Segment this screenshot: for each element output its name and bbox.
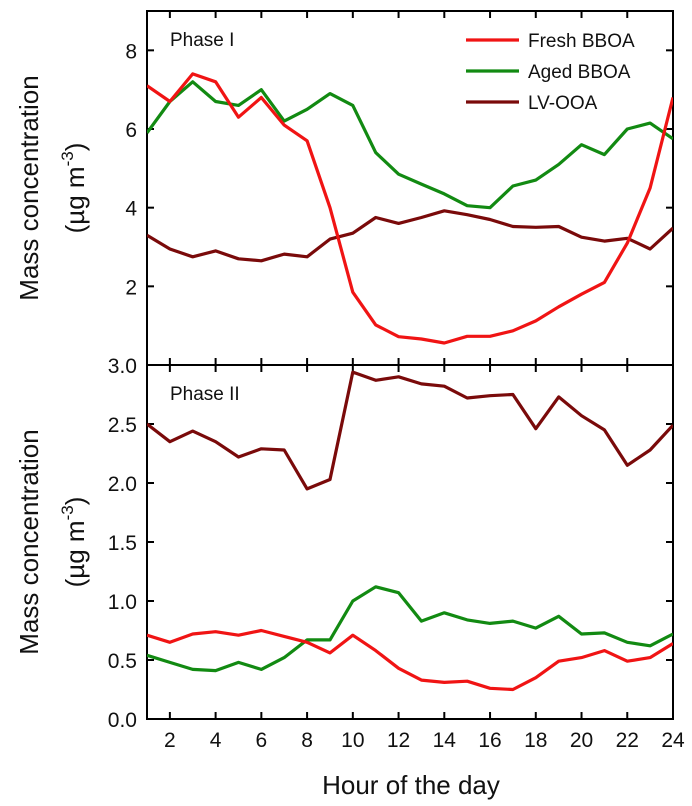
x-tick-label: 18 <box>524 729 547 752</box>
y-tick-label: 0.0 <box>108 709 137 732</box>
y-tick-label: 6 <box>125 119 137 142</box>
x-tick-label: 6 <box>256 729 268 752</box>
y-axis-title: Mass concentration <box>14 429 44 654</box>
phase-1-panel: 2 4 6 8 Mass concentration (µg m-3) Phase I Fre… <box>14 10 674 366</box>
x-tick-label: 22 <box>616 729 639 752</box>
legend-label: Fresh BBOA <box>528 31 635 52</box>
x-tick-label: 2 <box>164 729 176 752</box>
legend-label: Aged BBOA <box>528 62 631 83</box>
y-tick-label: 4 <box>125 198 137 221</box>
y-axis-unit-exponent: -3 <box>58 151 77 166</box>
x-tick-label: 8 <box>301 729 313 752</box>
y-axis-unit-base: (µg m <box>60 520 90 587</box>
x-tick-label: 16 <box>478 729 501 752</box>
y-tick-label: 1.5 <box>108 532 137 555</box>
y-axis-unit: (µg m-3) <box>58 143 90 234</box>
series-line-lv-ooa <box>147 209 673 263</box>
panel-label: Phase II <box>170 384 240 405</box>
x-tick-label: 14 <box>433 729 457 752</box>
y-axis-unit-exponent: -3 <box>58 505 77 520</box>
y-tick-label: 2 <box>125 276 137 299</box>
y-tick-label: 1.0 <box>108 591 137 614</box>
x-axis-title: Hour of the day <box>322 770 500 800</box>
x-tick-label: 20 <box>570 729 593 752</box>
y-axis-title: Mass concentration <box>14 75 44 300</box>
y-tick-label: 8 <box>125 40 137 63</box>
y-axis-unit: (µg m-3) <box>58 497 90 588</box>
y-tick-label: 2.0 <box>108 473 137 496</box>
series-line-aged-bboa <box>147 80 673 210</box>
series-line-lv-ooa <box>147 370 673 491</box>
legend-label: LV-OOA <box>528 93 598 114</box>
y-axis-unit-base: (µg m <box>60 166 90 233</box>
panel-label: Phase I <box>170 30 234 51</box>
y-axis-unit-close: ) <box>60 143 90 152</box>
y-tick-label: 2.5 <box>108 414 137 437</box>
series-line-fresh-bboa <box>147 72 673 345</box>
y-tick-label: 0.5 <box>108 650 137 673</box>
series-line-fresh-bboa <box>147 628 673 692</box>
y-tick-label: 3.0 <box>108 355 137 378</box>
legend: Fresh BBOA Aged BBOA LV-OOA <box>466 31 635 114</box>
series-line-aged-bboa <box>147 585 673 673</box>
x-tick-label: 12 <box>387 729 410 752</box>
x-tick-label: 4 <box>210 729 222 752</box>
y-axis-unit-close: ) <box>60 497 90 506</box>
x-tick-label: 10 <box>341 729 364 752</box>
phase-2-panel: 0.00.51.01.52.02.53.02 4 6 8 10 12 14 16 18 20 22 2… <box>14 355 685 752</box>
x-tick-label: 24 <box>661 729 685 752</box>
